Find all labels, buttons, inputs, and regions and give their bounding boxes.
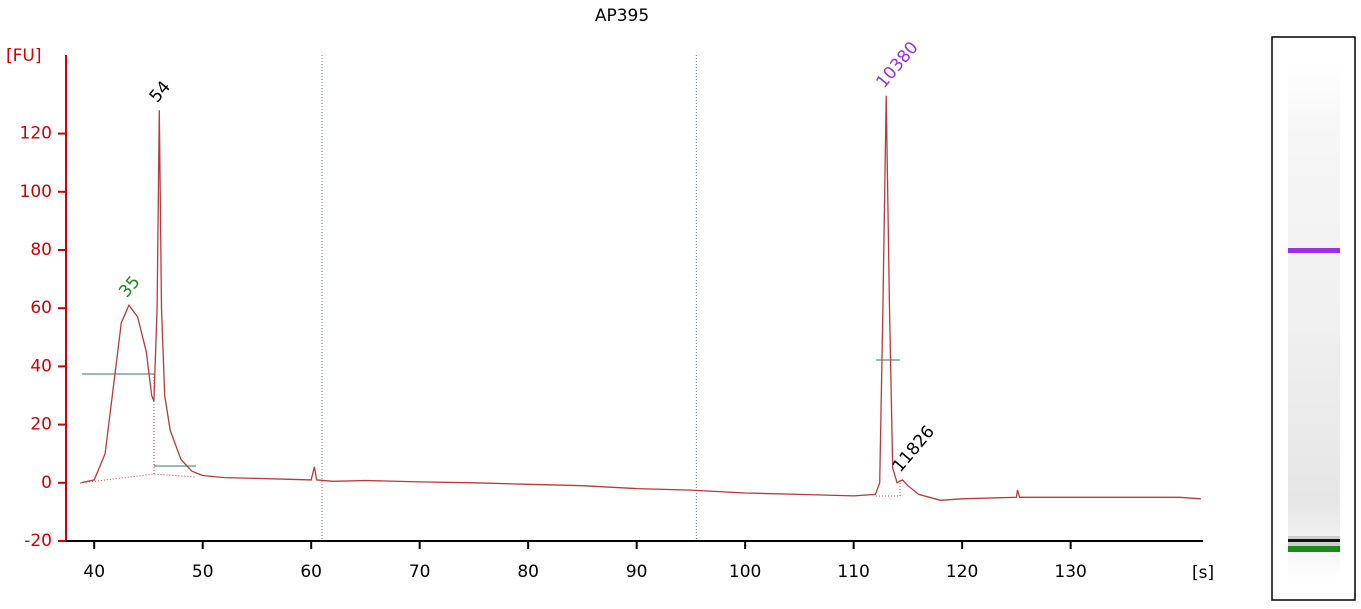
gel-lane <box>1271 36 1356 601</box>
x-tick-label: 130 <box>1054 562 1086 582</box>
x-tick-label: 120 <box>946 562 978 582</box>
baseline <box>79 473 197 484</box>
trace <box>81 95 1201 501</box>
y-tick-label: 80 <box>30 240 52 260</box>
x-tick-label: 100 <box>729 562 761 582</box>
y-tick-label: 120 <box>20 124 52 144</box>
peak-label: 35 <box>115 272 144 301</box>
x-tick-label: 70 <box>409 562 431 582</box>
y-tick-label: 0 <box>41 473 52 493</box>
y-tick-label: 60 <box>30 298 52 318</box>
y-tick-label: -20 <box>24 531 52 551</box>
peak-label: 11826 <box>889 422 939 476</box>
lane-background <box>1288 60 1340 580</box>
x-axis-label: [s] <box>1192 563 1214 583</box>
x-tick-label: 110 <box>837 562 869 582</box>
y-axis-label: [FU] <box>6 46 42 66</box>
peak-label: 10380 <box>873 38 923 92</box>
y-tick-label: 40 <box>30 356 52 376</box>
x-tick-label: 80 <box>517 562 539 582</box>
peak-label: 54 <box>146 77 175 106</box>
peak-markers <box>82 359 900 467</box>
y-tick-label: 20 <box>30 415 52 435</box>
x-tick-label: 90 <box>626 562 648 582</box>
gel-band <box>1288 248 1340 253</box>
gel-band <box>1288 546 1340 552</box>
gel-band <box>1288 539 1340 542</box>
x-tick-label: 40 <box>83 562 105 582</box>
y-tick-label: 100 <box>20 182 52 202</box>
x-tick-label: 60 <box>300 562 322 582</box>
baselines <box>79 374 901 497</box>
chart-title: AP395 <box>595 6 649 26</box>
x-tick-label: 50 <box>192 562 214 582</box>
